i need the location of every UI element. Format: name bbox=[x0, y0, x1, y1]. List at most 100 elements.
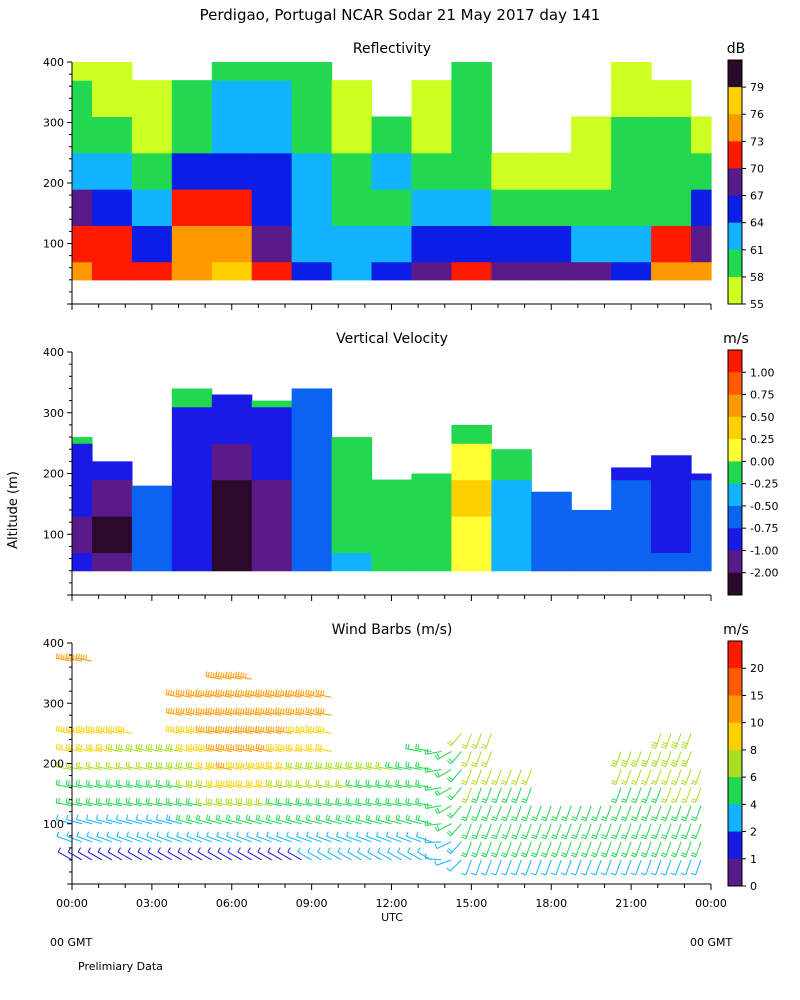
wind-barb-feather bbox=[631, 816, 637, 819]
wind-barb-feather bbox=[175, 761, 178, 767]
wind-barb bbox=[424, 766, 442, 773]
wind-barb-staff bbox=[155, 802, 172, 807]
reflectivity-cell bbox=[491, 261, 532, 281]
wind-barb-feather bbox=[337, 847, 341, 853]
wind-barb-feather bbox=[375, 814, 378, 820]
wind-barb-feather bbox=[205, 761, 208, 767]
wind-barb bbox=[316, 831, 332, 843]
wind-barb-feather bbox=[300, 690, 302, 696]
wind-barb-staff bbox=[136, 802, 152, 807]
wind-barb-feather bbox=[407, 798, 410, 804]
wind-barb-staff bbox=[165, 766, 182, 771]
reflectivity-cell bbox=[171, 116, 213, 154]
wind-barb-staff bbox=[156, 835, 173, 843]
x-tick-label: 06:00 bbox=[216, 897, 248, 910]
wind-barb bbox=[305, 761, 322, 771]
wind-barb bbox=[215, 797, 232, 807]
reflectivity-cell bbox=[571, 152, 612, 190]
wind-barb bbox=[165, 797, 182, 807]
wind-barb-staff bbox=[146, 835, 163, 843]
wind-barb bbox=[115, 814, 133, 825]
wind-barb-staff bbox=[255, 802, 272, 807]
wind-barb-feather bbox=[501, 834, 507, 837]
wind-barb-feather bbox=[521, 834, 527, 837]
wind-barb-feather bbox=[197, 762, 200, 768]
wind-barb-feather bbox=[691, 852, 697, 856]
reflectivity-cell bbox=[91, 225, 133, 263]
wind-barb-feather bbox=[117, 847, 121, 853]
wind-barb-staff bbox=[495, 823, 502, 839]
wind-barb bbox=[690, 769, 702, 786]
colorbar-frame bbox=[727, 640, 743, 887]
wind-barb-staff bbox=[385, 802, 402, 807]
wind-barb bbox=[176, 831, 192, 843]
wind-barb-feather bbox=[471, 780, 477, 783]
wind-barb-feather bbox=[481, 834, 487, 837]
wind-barb-feather bbox=[80, 744, 83, 750]
colorbar-tick-label: 20 bbox=[750, 662, 764, 675]
wind-barb-feather bbox=[182, 708, 185, 714]
wind-barb-feather bbox=[305, 707, 308, 713]
wind-barb-feather bbox=[207, 847, 211, 853]
wind-barb-feather bbox=[265, 707, 268, 713]
reflectivity-cell bbox=[251, 261, 293, 281]
wind-barb-feather bbox=[305, 689, 308, 695]
wind-barb bbox=[650, 859, 662, 876]
wind-barb-feather bbox=[297, 798, 300, 804]
wind-barb-feather bbox=[650, 764, 656, 767]
wind-barb-feather bbox=[681, 743, 687, 747]
wind-barb-feather bbox=[570, 854, 576, 858]
wind-barb-feather bbox=[671, 762, 677, 765]
wind-barb-staff bbox=[165, 693, 182, 698]
wind-barb-feather bbox=[197, 798, 200, 804]
wind-barb-feather bbox=[630, 854, 636, 858]
vertical-velocity-cell bbox=[211, 406, 253, 444]
wind-barb bbox=[97, 847, 113, 861]
wind-barb-feather bbox=[227, 798, 230, 804]
reflectivity-cell bbox=[91, 116, 133, 154]
wind-barb-feather bbox=[217, 780, 220, 786]
wind-barb-staff bbox=[116, 730, 132, 734]
vertical-velocity-cell bbox=[491, 516, 532, 554]
reflectivity-cell bbox=[211, 189, 253, 226]
wind-barb-staff bbox=[186, 835, 202, 843]
colorbar-tick-label: 0.75 bbox=[750, 389, 775, 402]
wind-barb-feather bbox=[257, 726, 260, 732]
wind-barb-feather bbox=[127, 847, 131, 853]
wind-barb-feather bbox=[325, 797, 328, 803]
wind-barb bbox=[55, 761, 73, 771]
wind-barb-staff bbox=[695, 859, 702, 876]
wind-barb-staff bbox=[256, 819, 272, 825]
y-tick-label: 100 bbox=[43, 528, 64, 541]
wind-barb bbox=[580, 805, 592, 822]
wind-barb-feather bbox=[670, 800, 676, 804]
wind-barb-feather bbox=[166, 831, 169, 837]
wind-barb bbox=[481, 733, 492, 749]
wind-barb-staff bbox=[246, 819, 262, 825]
wind-barb-feather bbox=[187, 744, 190, 750]
wind-barb bbox=[315, 689, 332, 698]
wind-barb-feather bbox=[325, 814, 328, 820]
vertical-velocity-cell bbox=[411, 473, 453, 481]
wind-barb-staff bbox=[645, 751, 652, 767]
wind-barb-staff bbox=[225, 784, 242, 789]
wind-barb-staff bbox=[366, 835, 382, 843]
wind-barb bbox=[245, 779, 262, 789]
wind-barb-feather bbox=[66, 831, 70, 837]
wind-barb-feather bbox=[298, 815, 301, 821]
wind-barb bbox=[195, 814, 212, 825]
wind-barb-feather bbox=[387, 798, 390, 804]
wind-barb bbox=[127, 847, 143, 861]
wind-barb-feather bbox=[257, 847, 261, 853]
wind-barb bbox=[315, 707, 332, 716]
wind-barb bbox=[96, 831, 113, 843]
wind-barb-staff bbox=[195, 712, 212, 716]
wind-barb bbox=[424, 748, 442, 755]
wind-barb-feather bbox=[65, 725, 68, 731]
wind-barb-feather bbox=[185, 689, 188, 695]
wind-barb-staff bbox=[247, 851, 262, 861]
reflectivity-cell bbox=[411, 116, 453, 154]
wind-barb-feather bbox=[307, 744, 310, 750]
wind-barb bbox=[630, 751, 642, 767]
wind-barb-feather bbox=[267, 689, 270, 695]
